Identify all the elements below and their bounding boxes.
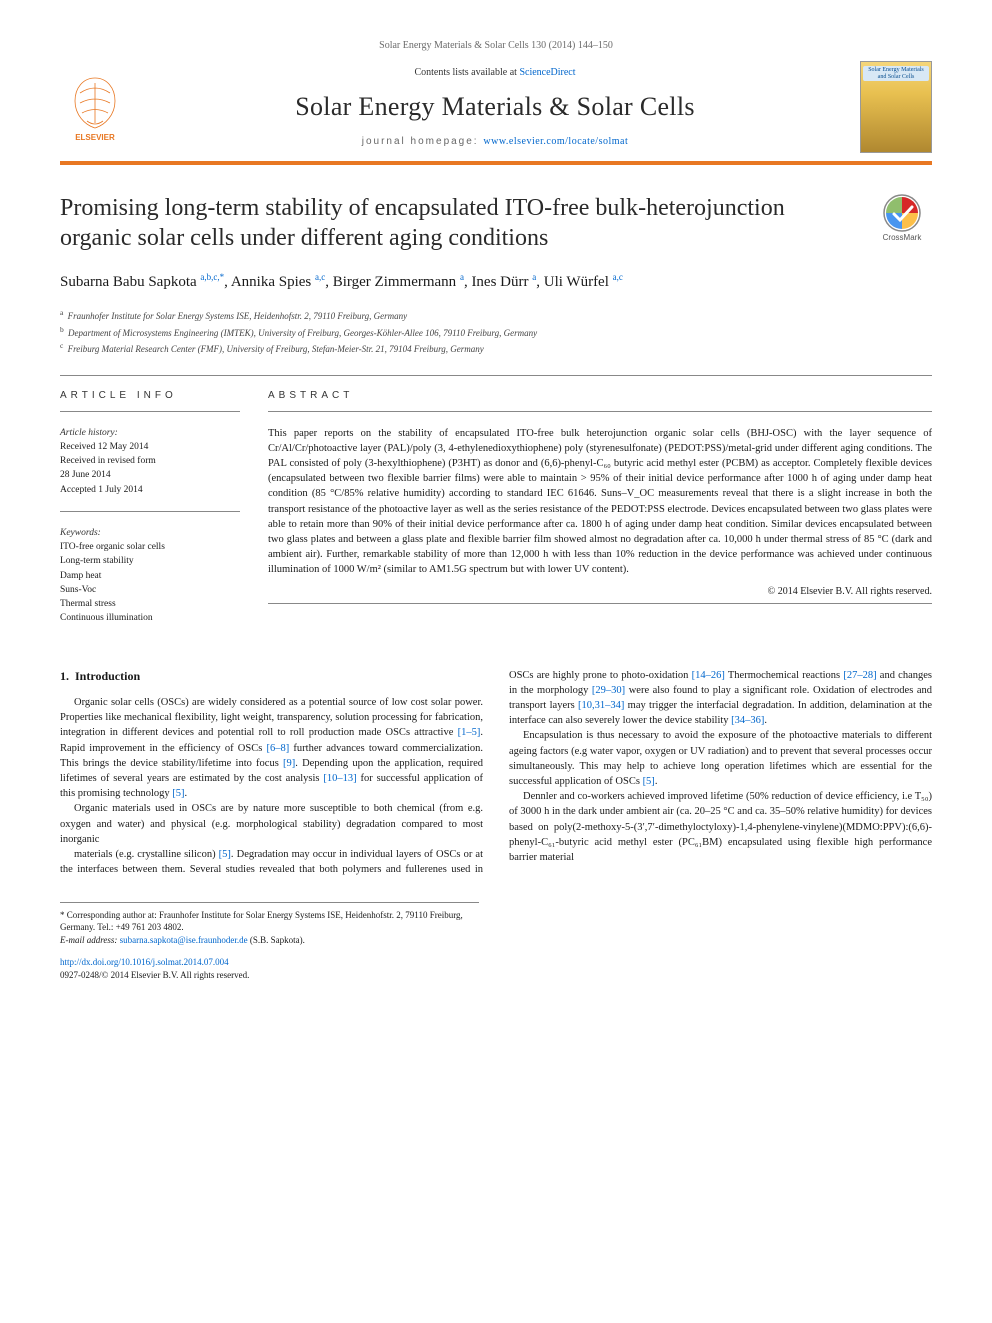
cover-title: Solar Energy Materials and Solar Cells	[863, 66, 929, 81]
divider	[60, 375, 932, 376]
corresponding-author: * Corresponding author at: Fraunhofer In…	[60, 909, 479, 934]
divider	[60, 411, 240, 412]
homepage-line: journal homepage: www.elsevier.com/locat…	[146, 136, 844, 147]
info-abstract-row: ARTICLE INFO Article history: Received 1…	[60, 390, 932, 640]
email-label: E-mail address:	[60, 935, 120, 945]
citation-link[interactable]: [6–8]	[266, 743, 289, 754]
citation-link[interactable]: [10,31–34]	[578, 700, 624, 711]
citation-link[interactable]: [9]	[283, 758, 295, 769]
body-paragraph: Dennler and co-workers achieved improved…	[509, 789, 932, 865]
citation-link[interactable]: [34–36]	[731, 715, 764, 726]
divider	[60, 511, 240, 512]
citation-link[interactable]: [1–5]	[458, 727, 481, 738]
keyword: Continuous illumination	[60, 611, 240, 625]
journal-reference: Solar Energy Materials & Solar Cells 130…	[60, 40, 932, 51]
body-paragraph: Encapsulation is thus necessary to avoid…	[509, 728, 932, 789]
abstract-text: This paper reports on the stability of e…	[268, 426, 932, 578]
affiliation-line: c Freiburg Material Research Center (FMF…	[60, 340, 932, 357]
sciencedirect-link[interactable]: ScienceDirect	[519, 67, 575, 78]
body-text: 1. Introduction Organic solar cells (OSC…	[60, 668, 932, 878]
keyword: ITO-free organic solar cells	[60, 540, 240, 554]
keyword: Suns-Voc	[60, 583, 240, 597]
article-info-label: ARTICLE INFO	[60, 390, 240, 401]
elsevier-logo: ELSEVIER	[60, 67, 130, 147]
history-line: Received 12 May 2014	[60, 440, 240, 454]
body-paragraph: Organic materials used in OSCs are by na…	[60, 801, 483, 847]
article-history: Article history: Received 12 May 2014Rec…	[60, 426, 240, 497]
section-heading: 1. Introduction	[60, 668, 483, 685]
journal-header: ELSEVIER Contents lists available at Sci…	[60, 61, 932, 165]
contents-prefix: Contents lists available at	[414, 67, 519, 78]
journal-title: Solar Energy Materials & Solar Cells	[146, 92, 844, 122]
citation-link[interactable]: [14–26]	[692, 670, 725, 681]
journal-cover-thumbnail: Solar Energy Materials and Solar Cells	[860, 61, 932, 153]
history-line: 28 June 2014	[60, 468, 240, 482]
email-suffix: (S.B. Sapkota).	[248, 935, 305, 945]
article-title: Promising long-term stability of encapsu…	[60, 193, 852, 253]
divider	[268, 603, 932, 604]
author-email-link[interactable]: subarna.sapkota@ise.fraunhoder.de	[120, 935, 248, 945]
history-line: Received in revised form	[60, 454, 240, 468]
doi-block: http://dx.doi.org/10.1016/j.solmat.2014.…	[60, 956, 932, 981]
keyword: Thermal stress	[60, 597, 240, 611]
email-line: E-mail address: subarna.sapkota@ise.frau…	[60, 934, 479, 947]
keywords-header: Keywords:	[60, 526, 240, 540]
citation-link[interactable]: [29–30]	[592, 685, 625, 696]
citation-link[interactable]: [27–28]	[843, 670, 876, 681]
body-paragraph: Organic solar cells (OSCs) are widely co…	[60, 695, 483, 802]
affiliation-line: a Fraunhofer Institute for Solar Energy …	[60, 307, 932, 324]
crossmark-badge[interactable]: CrossMark	[872, 193, 932, 242]
keyword: Long-term stability	[60, 554, 240, 568]
divider	[268, 411, 932, 412]
keyword: Damp heat	[60, 569, 240, 583]
authors-list: Subarna Babu Sapkota a,b,c,*, Annika Spi…	[60, 271, 932, 293]
history-line: Accepted 1 July 2014	[60, 483, 240, 497]
footnotes: * Corresponding author at: Fraunhofer In…	[60, 902, 479, 947]
homepage-prefix: journal homepage:	[362, 136, 484, 147]
affiliations: a Fraunhofer Institute for Solar Energy …	[60, 307, 932, 357]
contents-line: Contents lists available at ScienceDirec…	[146, 67, 844, 78]
header-center: Contents lists available at ScienceDirec…	[146, 67, 844, 147]
publisher-name: ELSEVIER	[75, 133, 115, 142]
homepage-link[interactable]: www.elsevier.com/locate/solmat	[483, 136, 628, 147]
citation-link[interactable]: [5]	[219, 849, 231, 860]
abstract-column: ABSTRACT This paper reports on the stabi…	[268, 390, 932, 640]
abstract-copyright: © 2014 Elsevier B.V. All rights reserved…	[268, 586, 932, 597]
doi-link[interactable]: http://dx.doi.org/10.1016/j.solmat.2014.…	[60, 957, 229, 967]
citation-link[interactable]: [10–13]	[323, 773, 356, 784]
history-header: Article history:	[60, 426, 240, 440]
citation-link[interactable]: [5]	[643, 776, 655, 787]
abstract-label: ABSTRACT	[268, 390, 932, 401]
issn-copyright: 0927-0248/© 2014 Elsevier B.V. All right…	[60, 970, 249, 980]
crossmark-label: CrossMark	[883, 233, 922, 242]
article-info-column: ARTICLE INFO Article history: Received 1…	[60, 390, 240, 640]
title-row: Promising long-term stability of encapsu…	[60, 193, 932, 253]
keywords-block: Keywords: ITO-free organic solar cellsLo…	[60, 526, 240, 626]
citation-link[interactable]: [5]	[172, 788, 184, 799]
affiliation-line: b Department of Microsystems Engineering…	[60, 324, 932, 341]
